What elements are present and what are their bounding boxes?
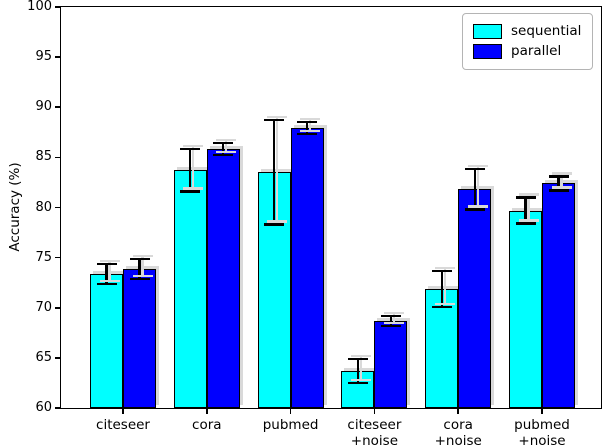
error-bar-cap-top-parallel-pubmed [297, 121, 318, 124]
error-bar-cap-bottom-sequential-pubmed [264, 223, 285, 226]
legend-swatch-sequential [473, 24, 502, 39]
error-bar-line-sequential-cora-noise [440, 270, 443, 307]
error-bar-cap-bottom-parallel-pubmed-noise [548, 189, 569, 192]
error-bar-cap-top-parallel-pubmed-noise [548, 175, 569, 178]
y-tick-mark-80 [55, 206, 61, 209]
bar-sequential-citeseer [90, 273, 123, 408]
x-tick-mark-pubmed-noise [541, 408, 543, 414]
error-bar-line-parallel-pubmed-noise [557, 176, 560, 191]
legend-label-sequential: sequential [511, 23, 582, 39]
legend-label-parallel: parallel [511, 43, 562, 59]
error-bar-cap-top-parallel-cora-noise [464, 168, 485, 171]
error-bar-cap-top-parallel-citeseer [129, 257, 150, 260]
y-tick-mark-70 [55, 306, 61, 309]
y-tick-label-60: 60 [35, 400, 52, 415]
error-bar-line-parallel-cora [222, 143, 225, 156]
plot-area: 60 65 70 75 80 85 90 95 100 citeseer cora pubmed cit… [27, 0, 602, 448]
bar-parallel-cora [206, 149, 240, 408]
bar-parallel-cora-noise [458, 189, 492, 408]
error-bar-cap-bottom-sequential-pubmed-noise [515, 222, 536, 225]
y-tick-label-80: 80 [35, 199, 52, 215]
error-bar-line-sequential-pubmed-noise [524, 197, 527, 224]
bar-sequential-cora-noise [425, 288, 459, 408]
error-bar-line-sequential-citeseer [105, 263, 108, 284]
error-bar-line-sequential-citeseer-noise [356, 358, 359, 383]
error-bar-cap-top-parallel-cora [213, 142, 234, 145]
error-bar-line-parallel-citeseer [138, 258, 141, 279]
y-tick-label-90: 90 [35, 99, 52, 115]
x-tick-label-cora-noise: cora +noise [434, 417, 482, 448]
error-bar-cap-bottom-sequential-citeseer [96, 282, 117, 285]
error-bar-cap-bottom-sequential-cora-noise [431, 305, 452, 308]
error-bar-line-parallel-citeseer-noise [389, 315, 392, 326]
bar-parallel-pubmed-noise [542, 183, 575, 408]
x-tick-label-cora: cora [192, 417, 222, 433]
error-bar-cap-bottom-parallel-citeseer [129, 277, 150, 280]
y-tick-label-95: 95 [35, 49, 52, 65]
error-bar-cap-top-sequential-citeseer-noise [347, 357, 368, 360]
error-bar-line-sequential-pubmed [273, 120, 276, 225]
error-bar-cap-bottom-parallel-cora-noise [464, 208, 485, 211]
x-tick-label-pubmed: pubmed [262, 417, 319, 433]
x-tick-label-pubmed-noise: pubmed +noise [514, 417, 570, 448]
error-bar-cap-bottom-sequential-cora [180, 190, 201, 193]
y-tick-label-70: 70 [35, 299, 52, 315]
y-tick-label-65: 65 [35, 349, 52, 365]
legend-swatch-parallel [473, 44, 502, 59]
error-bar-cap-bottom-sequential-citeseer-noise [347, 381, 368, 385]
error-bar-line-parallel-pubmed [306, 122, 309, 135]
error-bar-cap-top-sequential-pubmed-noise [515, 196, 536, 199]
legend: sequential parallel [462, 13, 594, 70]
error-bar-cap-top-parallel-citeseer-noise [380, 314, 401, 317]
y-tick-mark-100 [55, 6, 61, 8]
bar-parallel-pubmed [290, 128, 324, 408]
error-bar-line-sequential-cora [189, 149, 192, 192]
y-tick-mark-90 [55, 106, 61, 109]
x-tick-mark-citeseer [122, 408, 124, 414]
error-bar-cap-top-sequential-cora [180, 148, 201, 151]
y-tick-mark-85 [55, 156, 61, 159]
x-tick-label-citeseer: citeseer [96, 417, 150, 433]
legend-item-parallel: parallel [473, 43, 581, 60]
error-bar-line-parallel-cora-noise [473, 169, 476, 210]
error-bar-cap-bottom-parallel-citeseer-noise [380, 324, 401, 327]
bar-sequential-pubmed-noise [509, 210, 542, 408]
x-tick-mark-citeseer-noise [373, 408, 376, 414]
y-tick-label-75: 75 [35, 249, 52, 265]
x-tick-mark-cora [206, 408, 208, 414]
y-tick-mark-95 [55, 56, 61, 58]
x-tick-mark-cora-noise [457, 408, 459, 414]
bar-parallel-citeseer [123, 268, 156, 408]
error-bar-cap-bottom-parallel-pubmed [297, 133, 318, 136]
y-tick-mark-65 [55, 357, 61, 359]
x-tick-mark-pubmed [289, 408, 292, 414]
y-tick-mark-75 [55, 256, 61, 259]
error-bar-cap-top-sequential-pubmed [264, 119, 285, 122]
y-tick-label-100: 100 [27, 0, 52, 14]
error-bar-cap-top-sequential-cora-noise [431, 269, 452, 272]
y-tick-mark-60 [55, 407, 61, 409]
error-bar-cap-top-sequential-citeseer [96, 262, 117, 265]
x-tick-label-citeseer-noise: citeseer +noise [347, 417, 402, 448]
error-bar-cap-bottom-parallel-cora [213, 154, 234, 157]
legend-item-sequential: sequential [473, 23, 581, 40]
bar-parallel-citeseer-noise [374, 320, 408, 408]
bar-sequential-cora [173, 170, 207, 408]
y-tick-label-85: 85 [35, 149, 52, 165]
